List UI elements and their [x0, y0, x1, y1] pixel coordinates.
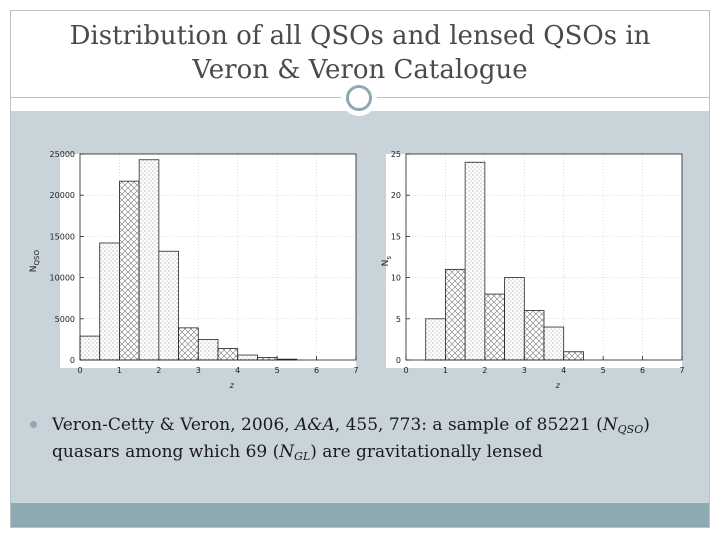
bullet-text-2: , 455, 773: a sample of 85221 ( — [334, 415, 603, 435]
histogram-bar — [138, 159, 160, 361]
n-gl-subscript: GL — [294, 450, 311, 463]
plot-frame — [79, 153, 357, 361]
x-tick-label: 6 — [640, 366, 645, 375]
histogram-bar — [217, 348, 239, 361]
x-tick-label: 0 — [77, 366, 82, 375]
x-tick-label: 7 — [353, 366, 358, 375]
circle-ornament-icon — [341, 80, 377, 116]
y-tick-label: 0 — [396, 356, 401, 365]
n-qso-subscript: QSO — [617, 423, 644, 436]
bullet-text-4: quasars among which 69 ( — [52, 442, 280, 462]
histogram-bar — [237, 354, 258, 361]
y-tick-label: 20 — [391, 191, 401, 200]
bullet-text-5: ) are gravitationally lensed — [310, 442, 543, 462]
y-tick-label: 5000 — [55, 315, 75, 324]
histogram-bar — [464, 161, 486, 361]
x-tick-label: 3 — [522, 366, 527, 375]
bullet-point: Veron-Cetty & Veron, 2006, A&A, 455, 773… — [30, 414, 692, 468]
journal-name: A&A — [295, 415, 335, 435]
y-tick-label: 25000 — [50, 150, 75, 159]
x-tick-label: 0 — [403, 366, 408, 375]
y-axis-label-main: N — [29, 265, 39, 272]
histogram-bar — [158, 250, 179, 361]
n-gl-symbol: N — [279, 442, 295, 462]
x-tick-label: 5 — [275, 366, 280, 375]
x-tick-label: 1 — [117, 366, 122, 375]
lensed-qso-histogram: 0 5 10 15 20 25 0 1 2 3 4 5 6 7 z Ns — [381, 150, 685, 390]
y-tick-label: 10000 — [50, 274, 75, 283]
histogram-bar — [445, 268, 466, 361]
circle-ring-icon — [346, 85, 372, 111]
histogram-bar — [484, 293, 505, 361]
n-qso-symbol: N — [602, 415, 618, 435]
slide-title: Distribution of all QSOs and lensed QSOs… — [11, 19, 709, 87]
x-tick-label: 1 — [443, 366, 448, 375]
histogram-bar — [197, 338, 219, 361]
histogram-bar — [425, 318, 446, 361]
x-tick-label: 4 — [235, 366, 240, 375]
histogram-bar — [79, 335, 101, 361]
y-axis-label-sub: QSO — [33, 250, 41, 266]
x-tick-label: 4 — [561, 366, 566, 375]
bullet-dot-icon — [30, 421, 37, 428]
x-tick-label: 2 — [156, 366, 161, 375]
qso-histogram: 0 5000 10000 15000 20000 25000 0 1 2 3 4 5 6 7 z NQSO — [29, 150, 359, 390]
bullet-text-3: ) — [643, 415, 650, 435]
y-axis-label: Ns — [381, 256, 393, 267]
x-tick-label: 2 — [482, 366, 487, 375]
footer-bar — [11, 503, 709, 527]
x-tick-label: 3 — [196, 366, 201, 375]
x-tick-label: 7 — [679, 366, 684, 375]
y-axis-label-sub: s — [385, 256, 393, 260]
y-tick-label: 10 — [391, 274, 401, 283]
y-tick-label: 5 — [396, 315, 401, 324]
y-axis-label-main: N — [381, 260, 391, 267]
y-tick-label: 0 — [70, 356, 75, 365]
histogram-bar — [178, 327, 199, 361]
histogram-bar — [543, 326, 565, 361]
x-axis-label: z — [229, 381, 235, 390]
histogram-bar — [504, 277, 525, 361]
x-axis-label: z — [555, 381, 561, 390]
x-tick-label: 5 — [601, 366, 606, 375]
bullet-line-1: Veron-Cetty & Veron, 2006, A&A, 455, 773… — [52, 414, 692, 441]
bullet-text-1: Veron-Cetty & Veron, 2006, — [52, 415, 296, 435]
x-tick-label: 6 — [314, 366, 319, 375]
plot-frame — [405, 153, 683, 361]
y-tick-label: 25 — [391, 150, 401, 159]
y-tick-label: 20000 — [50, 191, 75, 200]
y-axis-label: NQSO — [29, 250, 41, 273]
y-tick-label: 15 — [391, 232, 401, 241]
title-line-1: Distribution of all QSOs and lensed QSOs… — [69, 21, 651, 51]
y-tick-label: 15000 — [50, 232, 75, 241]
histogram-bar — [523, 310, 545, 361]
histogram-bar — [99, 242, 120, 361]
histogram-bar — [119, 180, 140, 361]
histogram-bar — [563, 351, 584, 361]
bullet-line-2: quasars among which 69 (NGL) are gravita… — [52, 441, 692, 468]
